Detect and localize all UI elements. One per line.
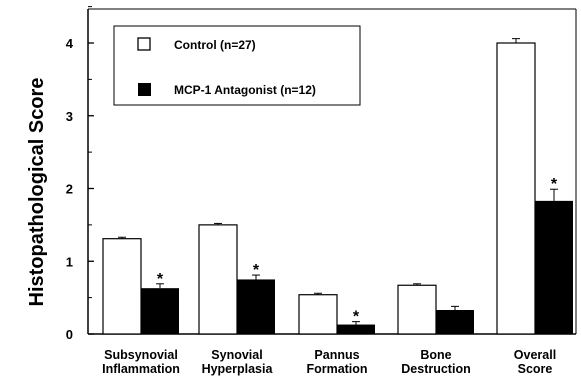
y-axis-label: Histopathological Score bbox=[26, 78, 48, 307]
bar-antagonist bbox=[535, 200, 573, 334]
significance-star: * bbox=[353, 309, 360, 326]
bar-control bbox=[298, 294, 338, 335]
x-category-label: Destruction bbox=[401, 362, 470, 376]
y-ticks: 0 1 2 3 4 bbox=[66, 6, 94, 342]
x-category-label: Synovial bbox=[211, 348, 262, 362]
y-tick-label: 0 bbox=[66, 327, 73, 342]
legend-swatch-control bbox=[137, 37, 151, 51]
bar-antagonist bbox=[237, 279, 275, 334]
y-tick-label: 2 bbox=[66, 182, 73, 197]
x-category-label: Subsynovial bbox=[104, 348, 178, 362]
x-category-label: Hyperplasia bbox=[202, 362, 274, 376]
bar-antagonist bbox=[141, 288, 179, 334]
y-tick-label: 1 bbox=[66, 254, 73, 269]
error-bars bbox=[118, 38, 558, 325]
bars bbox=[102, 42, 573, 335]
legend-label-antagonist: MCP-1 Antagonist (n=12) bbox=[174, 83, 316, 97]
legend-label-control: Control (n=27) bbox=[174, 38, 256, 52]
bar-antagonist bbox=[436, 309, 474, 334]
x-category-label: Overall bbox=[514, 348, 556, 362]
legend-swatch-antagonist bbox=[138, 83, 151, 96]
legend-frame bbox=[113, 25, 361, 106]
x-category-label: Formation bbox=[306, 362, 367, 376]
x-category-label: Bone bbox=[420, 348, 451, 362]
significance-star: * bbox=[157, 271, 164, 288]
y-tick-label: 3 bbox=[66, 109, 73, 124]
bar-control bbox=[102, 238, 142, 335]
bar-control bbox=[198, 224, 238, 335]
x-category-label: Pannus bbox=[314, 348, 359, 362]
x-category-label: Score bbox=[518, 362, 553, 376]
y-tick-label: 4 bbox=[66, 36, 74, 51]
significance-markers: * * * * bbox=[157, 176, 558, 325]
bar-control bbox=[496, 42, 536, 335]
significance-star: * bbox=[253, 262, 260, 279]
bar-antagonist bbox=[337, 324, 375, 334]
legend: Control (n=27) MCP-1 Antagonist (n=12) bbox=[113, 25, 361, 106]
bar-control bbox=[397, 284, 437, 335]
significance-star: * bbox=[551, 176, 558, 193]
x-category-label: Inflammation bbox=[102, 362, 180, 376]
